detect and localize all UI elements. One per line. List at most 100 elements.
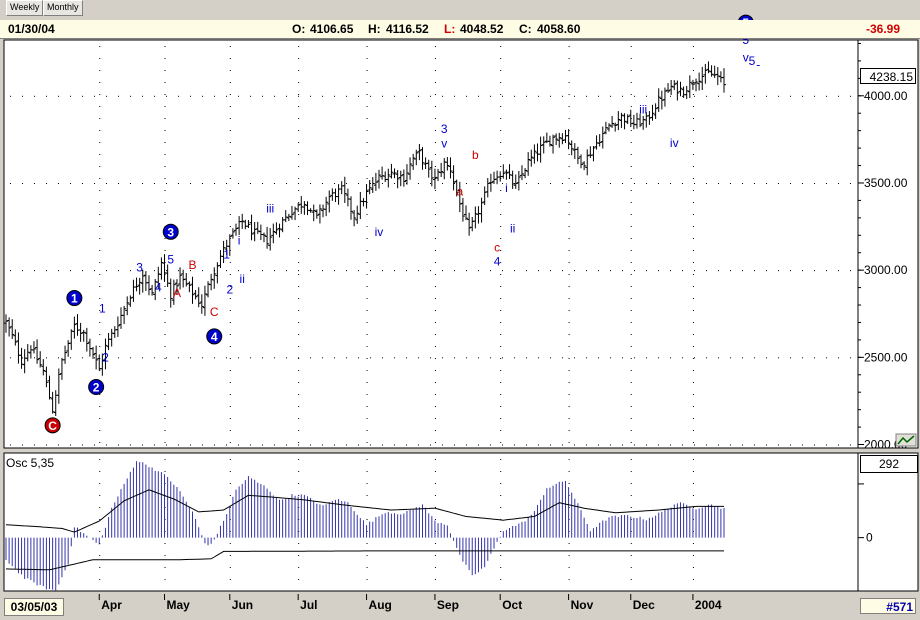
grid-dot <box>164 94 166 95</box>
grid-dot <box>692 471 694 472</box>
grid-dot <box>568 58 570 59</box>
grid-dot <box>500 507 502 508</box>
grid-dot <box>692 442 694 443</box>
grid-dot <box>322 182 323 184</box>
grid-dot <box>229 471 231 472</box>
grid-dot <box>154 182 155 184</box>
price-bar <box>240 213 245 229</box>
price-bar <box>349 196 354 220</box>
grid-dot <box>298 178 300 179</box>
grid-dot <box>568 442 570 443</box>
price-bar <box>178 267 183 290</box>
grid-dot <box>478 357 479 359</box>
grid-dot <box>238 182 239 184</box>
price-bar <box>268 228 273 251</box>
grid-dot <box>366 430 368 431</box>
grid-dot <box>310 357 311 359</box>
grid-dot <box>99 130 101 131</box>
grid-dot <box>274 182 275 184</box>
price-bar <box>501 164 506 179</box>
grid-dot <box>466 270 467 272</box>
grid-dot <box>562 444 563 446</box>
grid-dot <box>164 118 166 119</box>
grid-dot <box>118 270 119 272</box>
grid-dot <box>526 444 527 446</box>
grid-dot <box>70 270 71 272</box>
grid-dot <box>298 430 300 431</box>
grid-dot <box>298 202 300 203</box>
grid-dot <box>598 182 599 184</box>
grid-dot <box>298 106 300 107</box>
grid-dot <box>226 357 227 359</box>
price-bar <box>541 136 546 154</box>
grid-dot <box>298 382 300 383</box>
grid-dot <box>568 310 570 311</box>
grid-dot <box>322 357 323 359</box>
grid-dot <box>334 357 335 359</box>
grid-dot <box>298 270 299 272</box>
price-grid <box>10 46 851 446</box>
grid-dot <box>366 394 368 395</box>
chart-icon[interactable] <box>895 433 917 447</box>
price-bar <box>261 232 266 243</box>
grid-dot <box>229 178 231 179</box>
grid-dot <box>850 95 851 97</box>
wave-label-circled: 2 <box>88 378 105 395</box>
grid-dot <box>434 46 436 47</box>
grid-dot <box>568 274 570 275</box>
grid-dot <box>500 82 502 83</box>
grid-dot <box>229 142 231 143</box>
grid-dot <box>142 182 143 184</box>
grid-dot <box>226 270 227 272</box>
grid-dot <box>34 182 35 184</box>
grid-dot <box>164 106 166 107</box>
grid-dot <box>366 238 368 239</box>
tab-monthly[interactable]: Monthly <box>43 0 83 16</box>
tab-weekly[interactable]: Weekly <box>6 0 44 16</box>
grid-dot <box>630 346 632 347</box>
grid-dot <box>742 270 743 272</box>
grid-dot <box>500 555 502 556</box>
price-panel <box>3 39 859 449</box>
grid-dot <box>434 430 436 431</box>
grid-dot <box>22 270 23 272</box>
grid-dot <box>500 418 502 419</box>
grid-dot <box>164 166 166 167</box>
price-bar <box>513 174 518 189</box>
grid-dot <box>164 346 166 347</box>
grid-dot <box>730 270 731 272</box>
grid-dot <box>434 154 436 155</box>
grid-dot <box>790 270 791 272</box>
wave-circle <box>66 290 83 307</box>
price-bar <box>401 169 406 187</box>
grid-dot <box>130 270 131 272</box>
grid-dot <box>164 406 166 407</box>
grid-dot <box>630 130 632 131</box>
grid-dot <box>434 58 436 59</box>
grid-dot <box>106 270 107 272</box>
grid-dot <box>164 202 166 203</box>
grid-dot <box>99 346 101 347</box>
grid-dot <box>630 202 632 203</box>
grid-dot <box>538 357 539 359</box>
grid-dot <box>358 270 359 272</box>
grid-dot <box>310 95 311 97</box>
grid-dot <box>298 130 300 131</box>
grid-dot <box>164 322 166 323</box>
grid-dot <box>358 95 359 97</box>
grid-dot <box>34 95 35 97</box>
grid-dot <box>190 270 191 272</box>
price-bar <box>81 329 86 342</box>
grid-dot <box>164 238 166 239</box>
grid-dot <box>358 357 359 359</box>
grid-dot <box>34 270 35 272</box>
grid-dot <box>500 70 502 71</box>
grid-dot <box>229 430 231 431</box>
grid-dot <box>500 382 502 383</box>
grid-dot <box>630 495 632 496</box>
grid-dot <box>598 270 599 272</box>
price-bar <box>364 183 369 209</box>
price-bar <box>171 279 176 305</box>
grid-dot <box>568 94 570 95</box>
